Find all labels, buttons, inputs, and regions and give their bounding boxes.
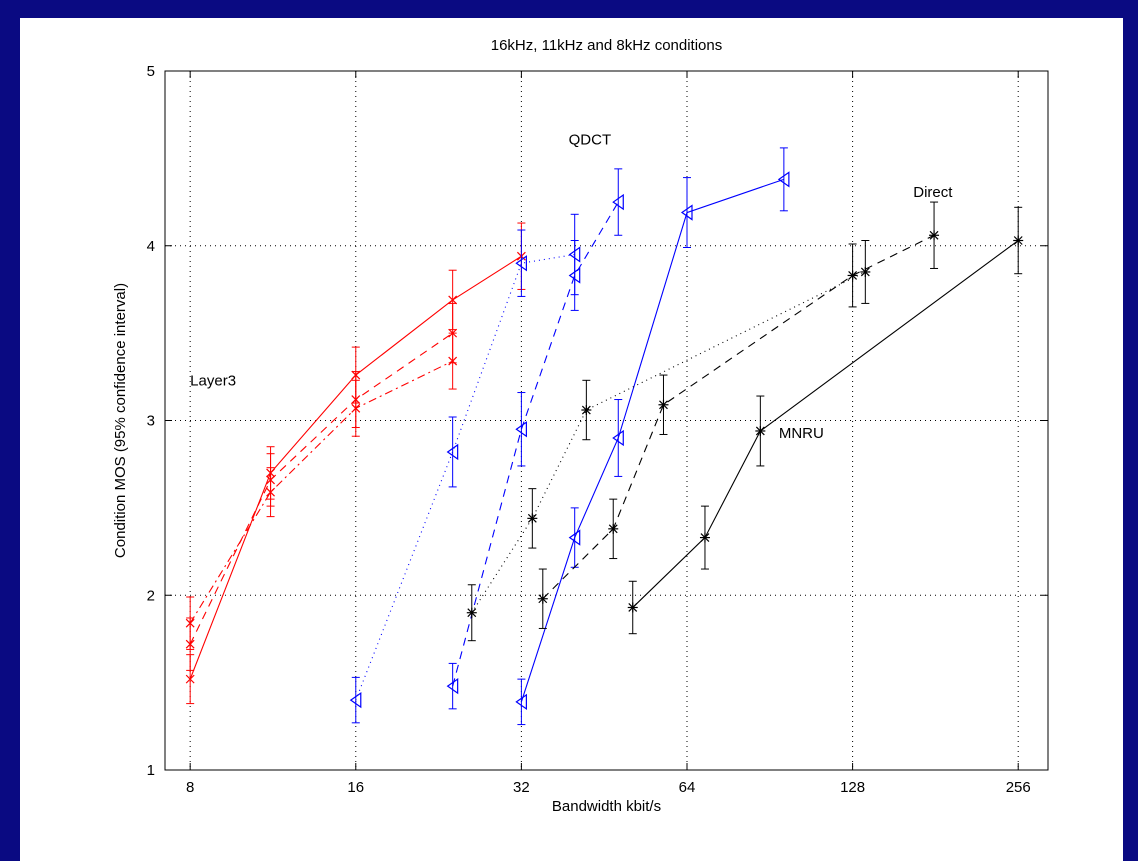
data-point (860, 266, 871, 277)
series-qdct-solid (515, 147, 790, 726)
annotation-mnru: MNRU (779, 425, 824, 442)
x-tick-label: 64 (679, 779, 696, 796)
data-point (658, 399, 669, 410)
series-mnru-solid (627, 206, 1024, 635)
series-line (189, 360, 453, 624)
data-point (929, 230, 940, 241)
error-bar (614, 168, 623, 236)
figure-panel: 8 16 32 64 128 256 1 2 3 4 5 16kHz, 11kHz and 8kHz… (20, 18, 1123, 861)
data-point (537, 593, 548, 604)
error-bar (779, 147, 788, 212)
data-point (612, 193, 624, 211)
y-tick-label: 4 (147, 238, 155, 255)
data-point (466, 607, 477, 618)
data-point (699, 532, 710, 543)
series-qdct-dotted (349, 213, 581, 724)
x-tick-label: 32 (513, 779, 530, 796)
y-tick-label: 5 (147, 63, 155, 80)
axis-ticks: 8 16 32 64 128 256 1 2 3 4 5 (147, 63, 1048, 796)
x-tick-label: 128 (840, 779, 865, 796)
error-bar (570, 213, 579, 296)
series-line (452, 201, 619, 687)
series-layer3-dashdot (185, 332, 458, 650)
error-bar (448, 662, 457, 710)
annotations: Layer3 QDCT Direct MNRU (190, 131, 953, 442)
data-point (608, 523, 619, 534)
annotation-qdct: QDCT (569, 131, 612, 148)
annotation-layer3: Layer3 (190, 373, 236, 390)
x-tick-label: 256 (1006, 779, 1031, 796)
data-point (515, 693, 527, 710)
series-line (189, 332, 453, 645)
y-tick-label: 2 (147, 587, 155, 604)
data-point (446, 443, 459, 461)
data-point (448, 295, 458, 305)
data-point (349, 691, 362, 709)
series-line (520, 178, 785, 703)
data-point (755, 425, 766, 436)
series-direct-dotted (466, 240, 871, 642)
series-direct-dashed (537, 201, 940, 629)
annotation-direct: Direct (913, 184, 953, 201)
data-point (568, 246, 581, 263)
data-point (847, 270, 858, 281)
series-layer3-dashed (185, 302, 458, 671)
y-axis-label: Condition MOS (95% confidence interval) (112, 283, 129, 558)
y-tick-label: 3 (147, 413, 155, 430)
series-group (185, 147, 1024, 726)
data-point (627, 602, 638, 613)
x-axis-label: Bandwidth kbit/s (552, 798, 661, 815)
error-bar (517, 392, 526, 467)
chart-title: 16kHz, 11kHz and 8kHz conditions (491, 37, 723, 54)
y-tick-label: 1 (147, 762, 155, 779)
error-bar (351, 676, 360, 724)
data-point (448, 356, 458, 366)
grid-lines (165, 70, 1048, 771)
series-line (471, 271, 866, 614)
error-bar (570, 507, 579, 568)
data-point (185, 674, 195, 684)
data-point (351, 403, 361, 413)
series-line (632, 240, 1019, 608)
data-point (446, 677, 459, 695)
data-point (777, 171, 790, 188)
error-bar (517, 678, 526, 726)
data-point (680, 204, 693, 221)
data-point (515, 421, 527, 438)
data-point (266, 487, 275, 497)
error-bar (448, 416, 457, 488)
series-line (542, 234, 935, 600)
x-tick-label: 8 (186, 779, 194, 796)
data-point (568, 529, 581, 546)
error-bar (614, 399, 623, 477)
series-line (355, 253, 575, 701)
error-bar (682, 177, 691, 248)
data-point (612, 429, 624, 447)
data-point (1013, 235, 1024, 246)
error-bar (517, 229, 526, 297)
mos-chart: 8 16 32 64 128 256 1 2 3 4 5 16kHz, 11kHz and 8kHz… (112, 37, 1049, 815)
data-point (581, 405, 592, 416)
data-point (515, 255, 527, 272)
data-point (527, 513, 538, 524)
data-point (185, 618, 195, 628)
x-tick-label: 16 (347, 779, 364, 796)
series-qdct-dashed (446, 168, 624, 710)
